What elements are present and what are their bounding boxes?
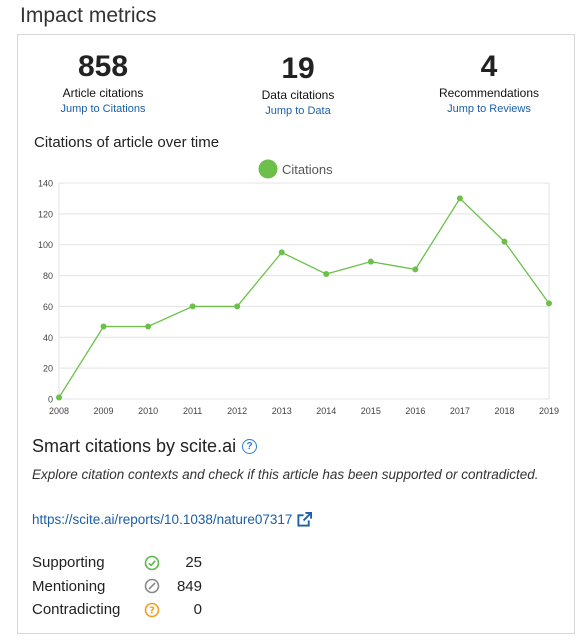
stat-count: 25 — [185, 554, 202, 572]
check-circle-icon — [144, 555, 162, 571]
x-tick-label: 2012 — [227, 406, 247, 416]
data-point — [234, 303, 241, 310]
impact-metrics-panel — [17, 34, 575, 634]
metric-value: 4 — [480, 50, 498, 83]
x-tick-label: 2017 — [450, 406, 470, 416]
metric-value: 858 — [77, 50, 129, 83]
data-point — [501, 238, 508, 245]
metric-data-citations: 19 Data citations Jump to Data — [213, 52, 383, 117]
scite-stats: Supporting 25 Mentioning 849 Contradicti… — [32, 551, 202, 622]
page-title: Impact metrics — [20, 4, 157, 27]
metric-recommendations: 4 Recommendations Jump to Reviews — [404, 50, 574, 115]
stat-contradicting: Contradicting ? 0 — [32, 598, 202, 622]
scite-section-title: Smart citations by scite.ai ? — [32, 436, 258, 457]
jump-to-data-link[interactable]: Jump to Data — [265, 105, 331, 117]
chart-title: Citations of article over time — [34, 134, 220, 151]
x-tick-label: 2009 — [94, 406, 114, 416]
slash-circle-icon — [144, 578, 162, 594]
stat-label: Supporting — [32, 554, 105, 572]
series-line-citations — [58, 197, 550, 398]
y-tick-label: 60 — [43, 302, 53, 312]
data-point — [412, 266, 419, 273]
data-point — [278, 249, 285, 256]
data-point — [189, 303, 196, 310]
data-point — [546, 300, 552, 307]
data-point — [367, 258, 374, 265]
x-tick-label: 2015 — [361, 406, 381, 416]
stat-count: 0 — [193, 601, 202, 619]
x-tick-label: 2008 — [49, 406, 69, 416]
data-point — [323, 271, 330, 278]
y-tick-label: 40 — [43, 333, 53, 343]
scite-description: Explore citation contexts and check if t… — [32, 467, 539, 482]
stat-supporting: Supporting 25 — [32, 551, 202, 575]
x-tick-label: 2014 — [316, 406, 336, 416]
y-tick-label: 120 — [38, 209, 53, 219]
citations-line-chart: 0 20 40 60 80 100 120 140 2008 2009 2010 2011 2012 20… — [38, 159, 559, 416]
x-tick-label: 2019 — [539, 406, 559, 416]
data-point — [145, 323, 152, 330]
metric-label: Recommendations — [438, 86, 540, 100]
x-tick-label: 2018 — [494, 406, 514, 416]
jump-to-citations-link[interactable]: Jump to Citations — [60, 103, 146, 115]
y-tick-label: 80 — [43, 271, 53, 281]
metric-value: 19 — [281, 52, 315, 85]
scite-title-text: Smart citations by scite.ai — [32, 436, 237, 456]
y-tick-label: 0 — [48, 395, 53, 405]
stat-label: Contradicting — [32, 601, 121, 619]
external-link-icon[interactable] — [297, 512, 313, 527]
x-tick-label: 2011 — [183, 406, 202, 416]
svg-text:?: ? — [149, 605, 155, 616]
jump-to-reviews-link[interactable]: Jump to Reviews — [447, 103, 531, 115]
y-tick-label: 100 — [38, 240, 53, 250]
x-tick-label: 2013 — [272, 406, 292, 416]
stat-mentioning: Mentioning 849 — [32, 575, 202, 599]
data-point — [100, 323, 107, 330]
legend-marker — [258, 159, 278, 179]
stat-count: 849 — [176, 577, 202, 595]
y-tick-label: 20 — [43, 364, 53, 374]
metric-article-citations: 858 Article citations Jump to Citations — [18, 50, 188, 115]
x-tick-label: 2010 — [138, 406, 158, 416]
scite-report-link[interactable]: https://scite.ai/reports/10.1038/nature0… — [32, 512, 313, 527]
x-tick-label: 2016 — [405, 406, 425, 416]
data-point — [456, 195, 463, 202]
metric-label: Article citations — [62, 86, 144, 100]
y-tick-label: 140 — [38, 179, 53, 189]
stat-label: Mentioning — [32, 577, 106, 595]
question-circle-icon: ? — [144, 602, 162, 618]
legend-label: Citations — [282, 162, 333, 177]
metric-label: Data citations — [261, 88, 335, 102]
scite-report-url[interactable]: https://scite.ai/reports/10.1038/nature0… — [32, 512, 293, 527]
help-icon[interactable]: ? — [242, 439, 258, 454]
data-point — [56, 394, 62, 401]
